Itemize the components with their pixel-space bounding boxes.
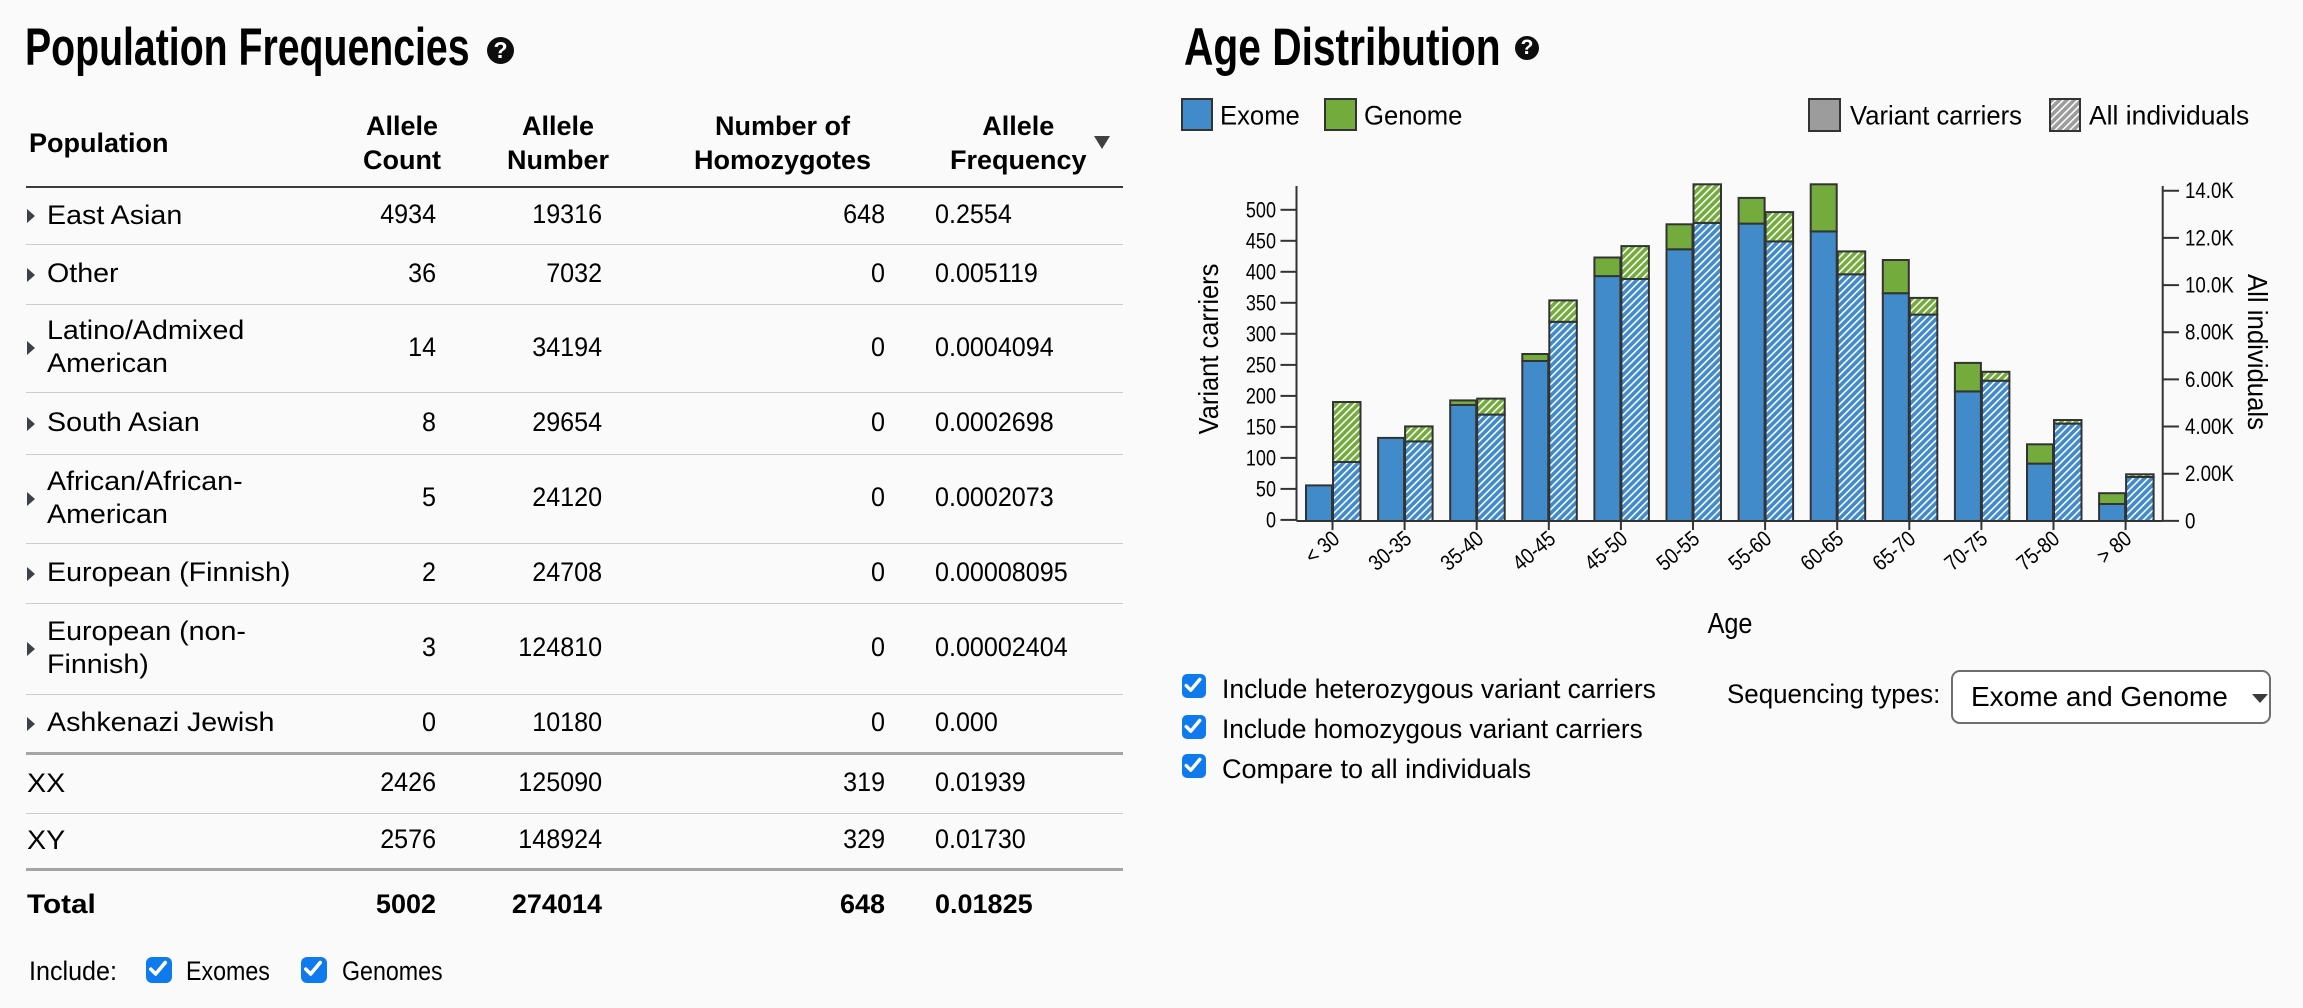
svg-text:70-75: 70-75 (1941, 527, 1993, 576)
svg-text:100: 100 (1246, 447, 1276, 471)
svg-text:< 30: < 30 (1301, 527, 1345, 569)
svg-text:2.00K: 2.00K (2185, 463, 2234, 487)
svg-text:300: 300 (1246, 323, 1276, 347)
svg-text:All individuals: All individuals (2242, 274, 2273, 430)
svg-text:200: 200 (1246, 385, 1276, 409)
svg-text:Variant carriers: Variant carriers (1850, 100, 2022, 131)
svg-text:6.00K: 6.00K (2185, 369, 2234, 393)
svg-text:10.0K: 10.0K (2185, 274, 2234, 298)
svg-text:Age: Age (1708, 606, 1753, 639)
svg-text:4.00K: 4.00K (2185, 416, 2234, 440)
svg-text:14.0K: 14.0K (2185, 180, 2234, 204)
svg-text:0: 0 (2185, 510, 2195, 534)
svg-text:250: 250 (1246, 354, 1276, 378)
svg-text:50-55: 50-55 (1653, 527, 1705, 576)
svg-text:65-70: 65-70 (1869, 527, 1921, 576)
svg-text:30-35: 30-35 (1365, 527, 1417, 576)
svg-text:All individuals: All individuals (2089, 100, 2249, 130)
svg-text:45-50: 45-50 (1581, 527, 1633, 576)
svg-text:450: 450 (1246, 230, 1276, 254)
svg-text:400: 400 (1246, 261, 1276, 285)
svg-text:40-45: 40-45 (1509, 527, 1561, 576)
svg-text:Genome: Genome (1364, 100, 1462, 131)
svg-text:8.00K: 8.00K (2185, 321, 2234, 345)
svg-text:35-40: 35-40 (1437, 527, 1489, 576)
svg-text:12.0K: 12.0K (2185, 227, 2234, 251)
svg-text:60-65: 60-65 (1797, 527, 1849, 576)
svg-text:350: 350 (1246, 292, 1276, 316)
svg-text:150: 150 (1246, 416, 1276, 440)
svg-text:0: 0 (1266, 509, 1276, 533)
svg-text:75-80: 75-80 (2013, 527, 2065, 576)
svg-text:50: 50 (1256, 478, 1276, 502)
svg-text:55-60: 55-60 (1725, 527, 1777, 576)
svg-text:Variant carriers: Variant carriers (1193, 264, 1224, 435)
svg-text:Exome: Exome (1220, 100, 1300, 131)
svg-text:> 80: > 80 (2093, 527, 2137, 569)
svg-text:500: 500 (1246, 199, 1276, 223)
